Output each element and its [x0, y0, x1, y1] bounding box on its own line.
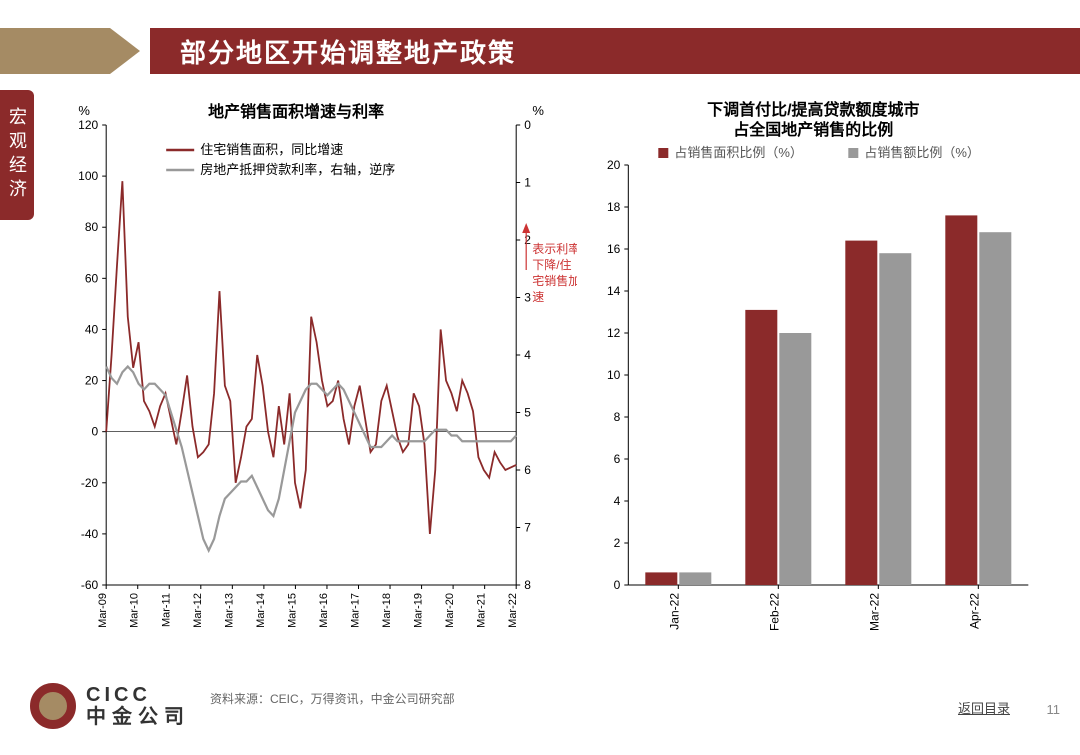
- svg-text:3: 3: [524, 291, 531, 305]
- back-link[interactable]: 返回目录: [958, 698, 1010, 717]
- logo-text-cn: 中金公司: [86, 706, 190, 728]
- footer: CICC 中金公司 资料来源：CEIC，万得资讯，中金公司研究部 返回目录 11: [0, 667, 1080, 737]
- svg-text:地产销售面积增速与利率: 地产销售面积增速与利率: [208, 102, 384, 121]
- side-tab: 宏观经济: [0, 90, 34, 220]
- svg-text:Mar-15: Mar-15: [286, 593, 298, 628]
- svg-text:7: 7: [524, 521, 531, 535]
- svg-text:占销售额比例（%）: 占销售额比例（%）: [865, 145, 981, 160]
- line-chart-svg: %% 地产销售面积增速与利率 -60 -40 -20 0 20 40 60 80 100 120 0 1 2…: [55, 95, 577, 655]
- svg-text:6: 6: [524, 463, 531, 477]
- svg-text:Mar-12: Mar-12: [192, 593, 204, 628]
- svg-text:%: %: [78, 103, 90, 118]
- svg-text:10: 10: [607, 368, 621, 382]
- svg-text:-20: -20: [81, 476, 99, 490]
- svg-text:16: 16: [607, 242, 621, 256]
- svg-text:-40: -40: [81, 527, 99, 541]
- svg-text:20: 20: [607, 158, 621, 172]
- source-text: 资料来源：CEIC，万得资讯，中金公司研究部: [210, 690, 455, 707]
- svg-text:14: 14: [607, 284, 621, 298]
- svg-text:2: 2: [524, 233, 531, 247]
- svg-text:Mar-09: Mar-09: [97, 593, 109, 628]
- header-bar: 部分地区开始调整地产政策: [0, 28, 1080, 74]
- svg-text:Mar-16: Mar-16: [318, 593, 330, 628]
- svg-text:100: 100: [78, 169, 98, 183]
- svg-text:5: 5: [524, 406, 531, 420]
- svg-text:Feb-22: Feb-22: [768, 593, 782, 631]
- svg-text:1: 1: [524, 176, 531, 190]
- svg-text:Mar-22: Mar-22: [507, 593, 519, 628]
- logo-icon: [30, 683, 76, 729]
- charts-container: %%地产销售面积增速与利率-60-40-20020406080100120012…: [55, 95, 1050, 655]
- svg-text:Jan-22: Jan-22: [668, 593, 682, 630]
- svg-text:Mar-13: Mar-13: [223, 593, 235, 628]
- svg-text:120: 120: [78, 118, 98, 132]
- bar-chart-svg: 下调首付比/提高贷款额度城市占全国地产销售的比例占销售面积比例（%） 占销售额比例…: [577, 95, 1050, 655]
- line-chart-panel: %% 地产销售面积增速与利率 -60 -40 -20 0 20 40 60 80 100 120 0 1 2…: [55, 95, 577, 655]
- page-title: 部分地区开始调整地产政策: [150, 28, 1080, 74]
- svg-text:-60: -60: [81, 578, 99, 592]
- svg-text:Mar-22: Mar-22: [868, 593, 882, 631]
- logo: CICC 中金公司: [30, 683, 190, 729]
- svg-text:40: 40: [85, 322, 99, 336]
- svg-text:Mar-17: Mar-17: [349, 593, 361, 628]
- svg-text:0: 0: [614, 578, 621, 592]
- svg-text:下降/住: 下降/住: [532, 258, 571, 272]
- svg-text:Mar-11: Mar-11: [160, 593, 172, 627]
- page-number: 11: [1047, 702, 1061, 717]
- svg-text:0: 0: [524, 118, 531, 132]
- svg-text:下调首付比/提高贷款额度城市: 下调首付比/提高贷款额度城市: [707, 100, 919, 119]
- svg-text:房地产抵押贷款利率，右轴，逆序: 房地产抵押贷款利率，右轴，逆序: [200, 162, 395, 177]
- svg-text:60: 60: [85, 271, 99, 285]
- svg-text:2: 2: [614, 536, 621, 550]
- svg-text:80: 80: [85, 220, 99, 234]
- svg-text:8: 8: [614, 410, 621, 424]
- svg-text:Mar-10: Mar-10: [129, 593, 141, 628]
- svg-text:%: %: [532, 103, 544, 118]
- svg-text:Mar-19: Mar-19: [413, 593, 425, 628]
- svg-text:占全国地产销售的比例: 占全国地产销售的比例: [734, 120, 894, 139]
- svg-text:Mar-20: Mar-20: [444, 593, 456, 628]
- svg-text:4: 4: [524, 348, 531, 362]
- bar-chart-panel: 下调首付比/提高贷款额度城市占全国地产销售的比例占销售面积比例（%） 占销售额比例…: [577, 95, 1050, 655]
- svg-text:占销售面积比例（%）: 占销售面积比例（%）: [675, 145, 804, 160]
- svg-text:Mar-14: Mar-14: [255, 593, 267, 628]
- svg-text:Apr-22: Apr-22: [968, 593, 982, 629]
- svg-text:6: 6: [614, 452, 621, 466]
- svg-text:Mar-18: Mar-18: [381, 593, 393, 628]
- svg-text:Mar-21: Mar-21: [476, 593, 488, 628]
- svg-text:8: 8: [524, 578, 531, 592]
- svg-text:住宅销售面积，同比增速: 住宅销售面积，同比增速: [200, 142, 343, 157]
- svg-text:12: 12: [607, 326, 621, 340]
- header-arrow-shape: [0, 28, 150, 74]
- svg-text:表示利率: 表示利率: [532, 241, 577, 256]
- logo-text-en: CICC: [86, 684, 190, 706]
- svg-text:宅销售加: 宅销售加: [532, 273, 577, 288]
- svg-text:20: 20: [85, 374, 99, 388]
- svg-text:18: 18: [607, 200, 621, 214]
- svg-text:4: 4: [614, 494, 621, 508]
- svg-text:速: 速: [532, 290, 544, 304]
- svg-text:0: 0: [92, 425, 99, 439]
